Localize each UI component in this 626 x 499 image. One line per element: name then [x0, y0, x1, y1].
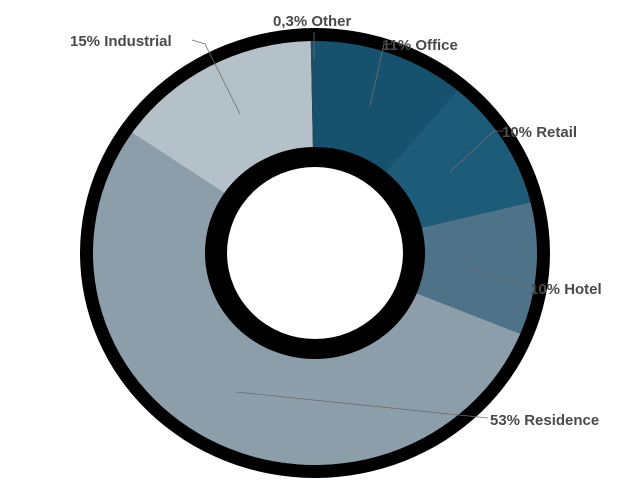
leader-line-industrial — [191, 39, 241, 115]
slice-hotel — [411, 202, 537, 334]
donut-hole — [227, 167, 403, 339]
slice-other — [310, 41, 315, 154]
donut-slices — [93, 41, 537, 465]
leader-lines — [191, 32, 531, 419]
slice-office — [315, 41, 458, 177]
slice-retail — [381, 90, 531, 230]
leader-line-office — [369, 43, 392, 107]
label-hotel: 10% Hotel — [530, 281, 602, 298]
label-office: 11% Office — [382, 37, 458, 54]
slice-labels: 11% Office 10% Retail 10% Hotel 53% Residen… — [70, 13, 602, 429]
leader-line-retail — [449, 130, 503, 173]
label-industrial: 15% Industrial — [70, 33, 172, 50]
label-other: 0,3% Other — [273, 13, 352, 30]
leader-line-hotel — [469, 267, 531, 289]
label-retail: 10% Retail — [502, 124, 577, 141]
label-residence: 53% Residence — [490, 412, 599, 429]
leader-line-residence — [235, 391, 489, 419]
slice-residence — [93, 132, 521, 465]
